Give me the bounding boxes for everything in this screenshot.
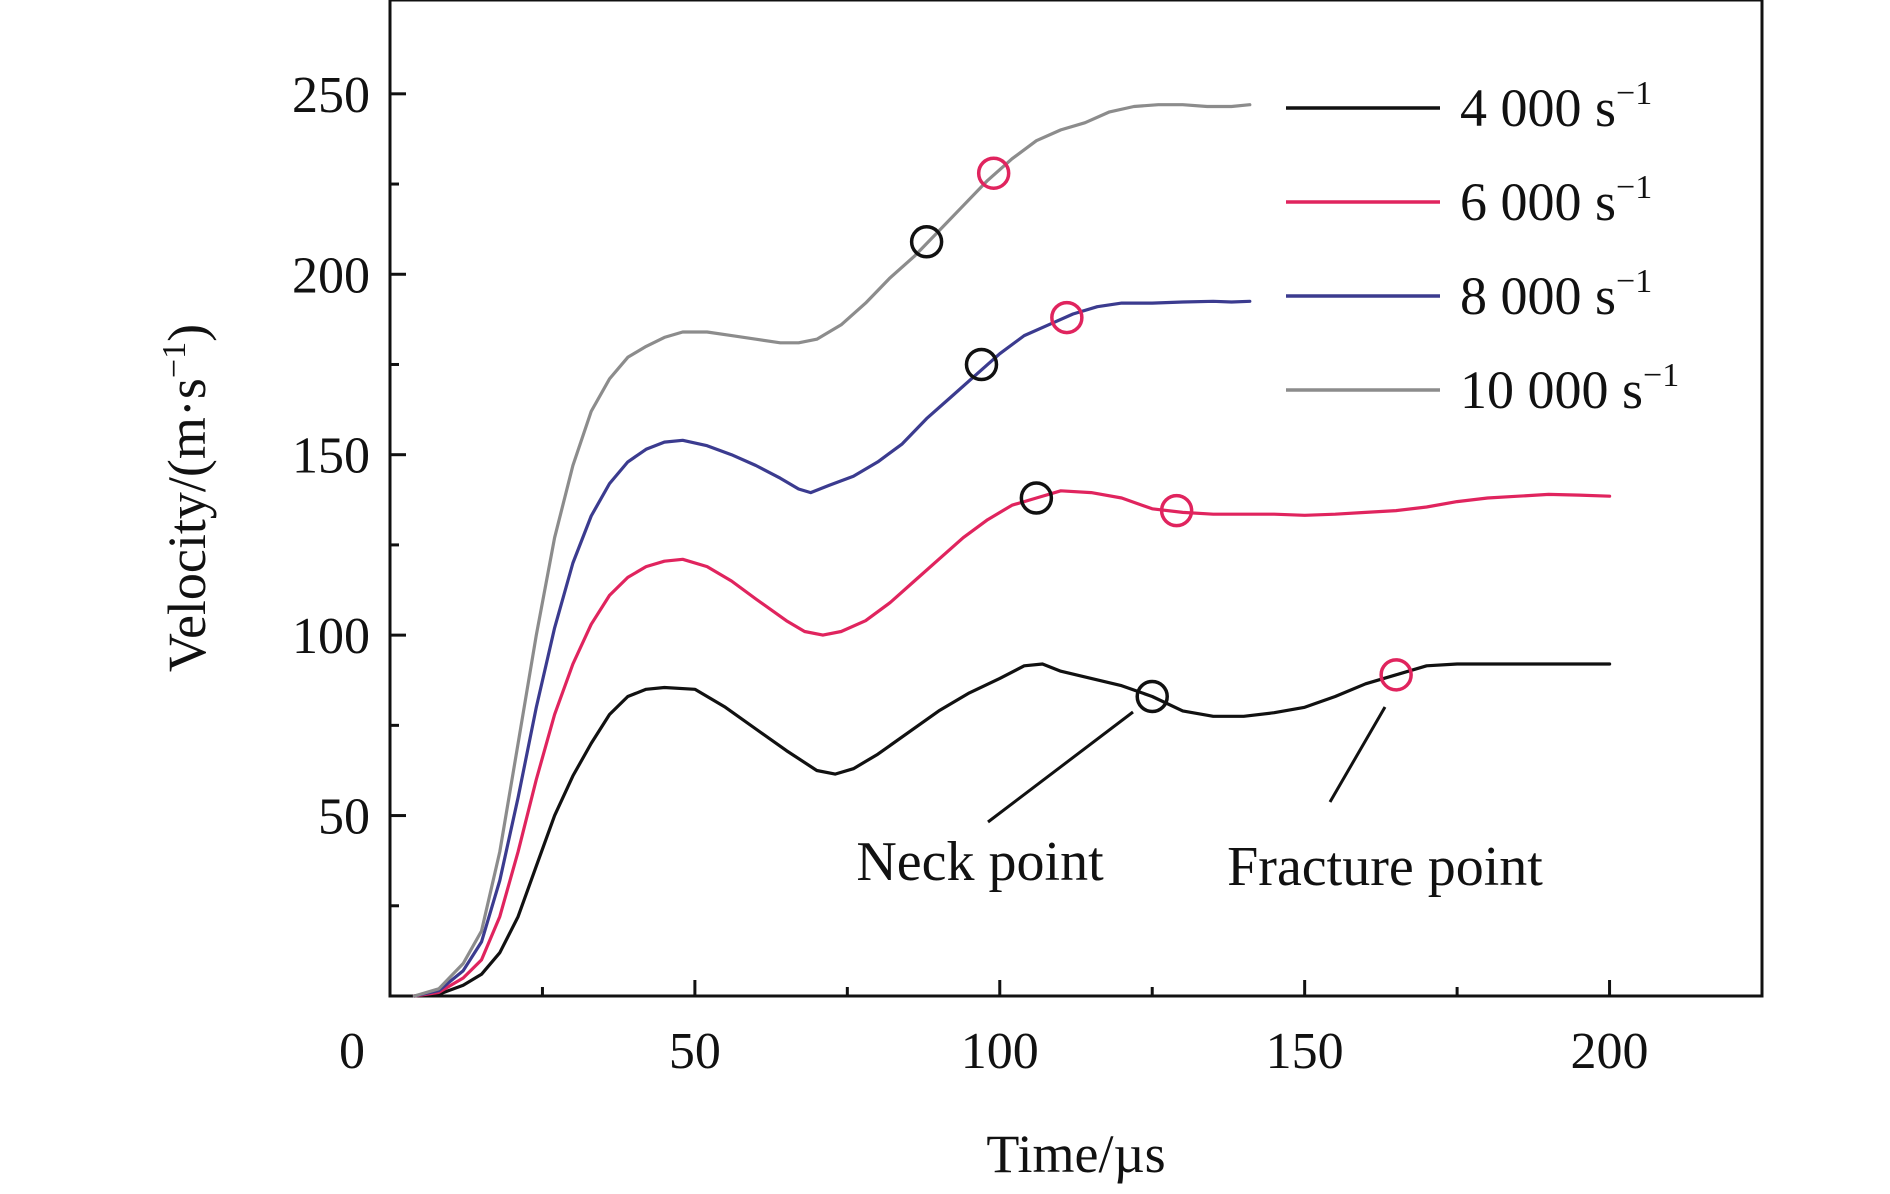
y-tick-label-200: 200 xyxy=(292,247,370,304)
fracture-point-marker-0 xyxy=(1379,658,1413,692)
legend-label-main-2: 8 000 s xyxy=(1460,266,1616,326)
point-markers xyxy=(909,156,1413,714)
legend-label-main-3: 10 000 s xyxy=(1460,360,1643,420)
legend-label-sup-2: −1 xyxy=(1616,263,1652,300)
y-axis-title-sup: −1 xyxy=(156,342,193,378)
fracture-point-marker-2 xyxy=(1050,300,1084,335)
y-tick-label-150: 150 xyxy=(292,428,370,485)
series-line-2 xyxy=(412,299,1252,998)
y-tick-label-250: 250 xyxy=(292,67,370,124)
neck-point-leader-line xyxy=(987,710,1134,824)
x-tick-label-0: 0 xyxy=(339,1023,365,1080)
legend-label-main-0: 4 000 s xyxy=(1460,78,1616,138)
series-line-3 xyxy=(412,103,1252,998)
legend-label-sup-1: −1 xyxy=(1616,169,1652,206)
legend: 4 000 s−16 000 s−18 000 s−110 000 s−1 xyxy=(1286,75,1679,420)
x-tick-label-100: 100 xyxy=(961,1023,1039,1080)
legend-label-0: 4 000 s−1 xyxy=(1460,75,1652,138)
y-axis-ticks: 50 100 150 200 250 xyxy=(292,67,406,908)
series-line-1 xyxy=(412,489,1612,998)
neck-point-marker-2 xyxy=(964,347,999,382)
legend-label-2: 8 000 s−1 xyxy=(1460,263,1652,326)
y-axis-title-close: ) xyxy=(157,324,217,342)
fracture-point-leader-line xyxy=(1328,706,1387,803)
x-tick-label-150: 150 xyxy=(1266,1023,1344,1080)
y-tick-label-50: 50 xyxy=(318,789,370,846)
neck-point-label: Neck point xyxy=(856,831,1104,893)
y-axis-title: Velocity/(m·s−1) xyxy=(156,324,217,672)
series-line-0 xyxy=(412,662,1612,998)
series-lines xyxy=(412,103,1612,998)
neck-point-marker-3 xyxy=(909,225,944,259)
y-tick-label-100: 100 xyxy=(292,608,370,665)
legend-label-sup-0: −1 xyxy=(1616,75,1652,112)
legend-label-3: 10 000 s−1 xyxy=(1460,357,1679,420)
x-axis-ticks: 0 50 100 150 200 xyxy=(339,980,1649,1080)
neck-point-marker-0 xyxy=(1135,679,1169,714)
x-tick-label-200: 200 xyxy=(1571,1023,1649,1080)
neck-point-marker-1 xyxy=(1019,481,1054,515)
fracture-point-marker-1 xyxy=(1159,493,1194,528)
legend-label-sup-3: −1 xyxy=(1643,357,1679,394)
plot-frame xyxy=(388,0,1764,998)
legend-label-1: 6 000 s−1 xyxy=(1460,169,1652,232)
y-axis-title-main: Velocity/(m·s xyxy=(157,378,217,672)
fracture-point-marker-3 xyxy=(976,156,1011,190)
legend-label-main-1: 6 000 s xyxy=(1460,172,1616,232)
x-axis-title: Time/µs xyxy=(986,1124,1165,1184)
x-tick-label-50: 50 xyxy=(669,1023,721,1080)
fracture-point-label: Fracture point xyxy=(1227,836,1543,898)
